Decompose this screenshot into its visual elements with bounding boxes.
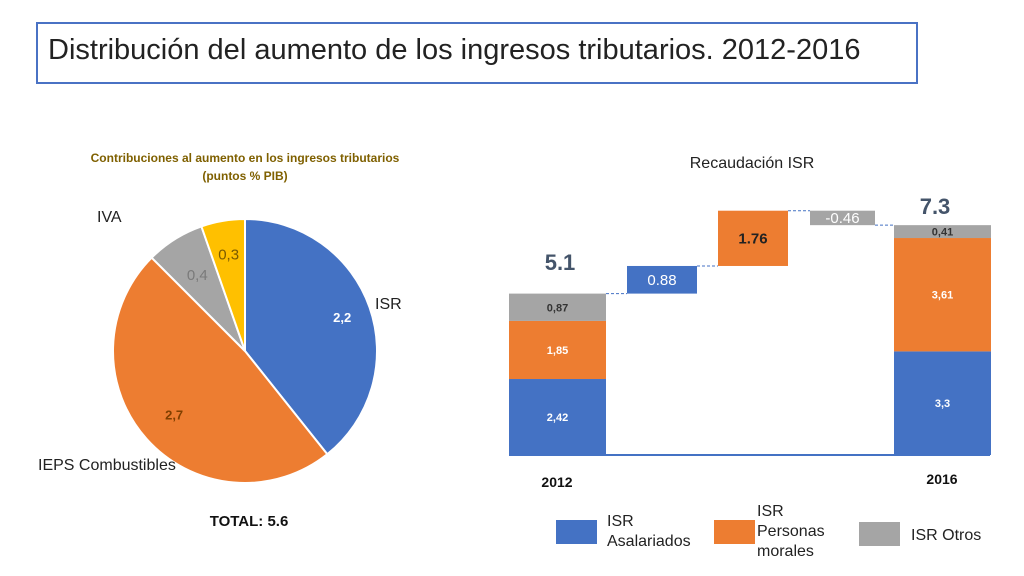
change-label-2: -0.46	[825, 210, 859, 227]
legend-label-otros: ISR Otros	[911, 527, 981, 544]
pie-slice-3	[200, 217, 246, 352]
legend-label-morales: ISR Personas morales	[757, 503, 825, 560]
bar-value-label-0-1: 1,85	[547, 345, 568, 357]
pie-value-label-1: 2,7	[165, 407, 183, 422]
bar-2012-2	[509, 293, 606, 321]
bar-2016-1	[894, 238, 991, 352]
change-label-1: 1.76	[738, 230, 767, 247]
pie-slice-1	[112, 256, 329, 484]
bar-value-label-0-0: 2,42	[547, 412, 568, 424]
bar-value-label-0-2: 0,87	[547, 302, 568, 314]
bar-2016-0	[894, 351, 991, 455]
pie-category-label-isr: ISR	[375, 296, 402, 313]
pie-slice-0	[244, 217, 378, 456]
pie-value-label-3: 0,3	[218, 247, 239, 264]
legend-swatch-asalariados	[556, 520, 597, 544]
bar-value-label-4-2: 0,41	[932, 227, 953, 239]
legend-swatch-morales	[714, 520, 755, 544]
change-bar-2	[810, 210, 875, 226]
pie-title: Contribuciones al aumento en los ingreso…	[91, 151, 400, 165]
bar-2016-2	[894, 225, 991, 239]
bar-value-label-4-1: 3,61	[932, 290, 953, 302]
total-label-2016: 7.3	[920, 194, 951, 219]
pie-value-label-0: 2,2	[333, 310, 351, 325]
pie-total-label: TOTAL: 5.6	[210, 513, 289, 530]
pie-chart: Contribuciones al aumento en los ingreso…	[38, 151, 402, 530]
bar-2012-1	[509, 320, 606, 380]
legend-label-asalariados: ISR Asalariados	[607, 513, 691, 550]
legend-swatch-otros	[859, 522, 900, 546]
title-box: Distribución del aumento de los ingresos…	[36, 22, 918, 84]
page-title: Distribución del aumento de los ingresos…	[48, 34, 861, 66]
bar-value-label-4-0: 3,3	[935, 398, 950, 410]
total-label-2012: 5.1	[545, 250, 576, 275]
bar-2012-0	[509, 379, 606, 455]
pie-value-label-2: 0,4	[187, 267, 208, 284]
x-tick-2016: 2016	[926, 471, 957, 487]
pie-category-label-ieps: IEPS Combustibles	[38, 457, 176, 474]
change-label-0: 0.88	[647, 272, 676, 289]
change-bar-1	[718, 210, 788, 266]
x-tick-2012: 2012	[541, 474, 572, 490]
pie-category-label-iva: IVA	[97, 209, 122, 226]
waterfall-title: Recaudación ISR	[690, 155, 815, 172]
pie-subtitle: (puntos % PIB)	[202, 169, 287, 183]
legend: ISR Asalariados ISR Personas morales ISR Ot…	[556, 503, 981, 560]
waterfall-chart: Recaudación ISR 2,42 1,85 0,87 3,3 3,61 0,41 0…	[509, 155, 991, 490]
change-bar-0	[627, 265, 697, 294]
